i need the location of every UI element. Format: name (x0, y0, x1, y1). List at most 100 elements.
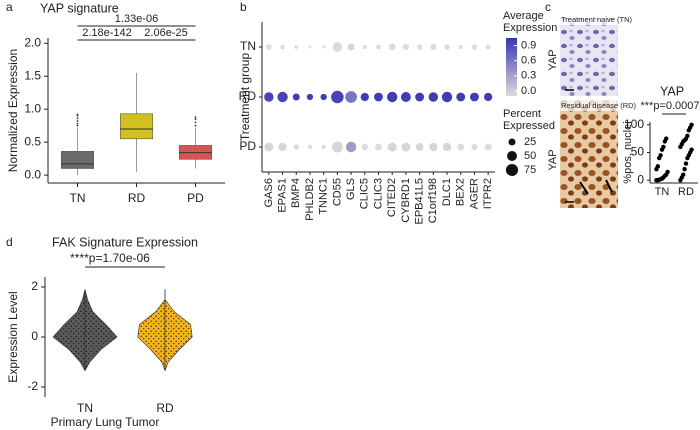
x-tick-label: CLIC5 (359, 178, 371, 209)
size-key-label: 25 (524, 136, 536, 148)
violin-points (85, 289, 117, 371)
annotation: ***p=0.0007 (640, 100, 699, 112)
x-tick-label: PHLDB2 (304, 178, 316, 221)
x-tick-label: CLIC3 (372, 178, 384, 209)
dot (441, 91, 453, 103)
stain-label: YAP (547, 49, 559, 70)
dot (387, 142, 397, 152)
legend-title: Expressed (503, 120, 555, 132)
caption-bg (560, 100, 618, 111)
y-tick-label: 100 (624, 117, 644, 131)
x-tick-label: BMP4 (290, 178, 302, 208)
comparison-label: 2.18e-142 (82, 27, 132, 39)
dot (345, 91, 357, 103)
caption-bg (560, 14, 618, 25)
x-tick-label: TN (70, 191, 86, 205)
comparison-label: 2.06e-25 (144, 27, 187, 39)
dot (264, 92, 274, 102)
dot (400, 92, 411, 102)
outlier (194, 121, 197, 124)
micrograph-tn (560, 18, 618, 96)
dot (361, 143, 368, 151)
x-tick-label: CD55 (331, 178, 343, 206)
dot (387, 91, 398, 103)
violin-points (165, 289, 193, 371)
dot (280, 44, 285, 50)
y-axis-label: Normalized Expression (6, 49, 20, 172)
y-axis-label: Treatment group (238, 53, 252, 142)
x-tick-label: TN (655, 186, 670, 198)
box (60, 151, 95, 169)
dot (401, 142, 411, 152)
dot (484, 143, 492, 151)
dot (428, 92, 439, 102)
y-tick-label: RD (239, 89, 257, 103)
annotation: ****p=1.70e-06 (70, 251, 150, 265)
y-tick-label: -2 (27, 379, 38, 393)
x-tick-label: BEX2 (455, 178, 467, 206)
point (665, 169, 670, 175)
dot (376, 44, 381, 50)
dot (375, 143, 382, 151)
stain-label: YAP (547, 149, 559, 170)
violin-points (53, 289, 85, 371)
colorbar-tick-label: 0.9 (521, 39, 536, 51)
dot (402, 43, 410, 51)
point (683, 161, 689, 166)
y-tick-label: 0.0 (24, 167, 41, 181)
legend-title: Percent (503, 108, 541, 120)
x-tick-label: TN (77, 401, 93, 415)
chart-title: YAP signature (40, 1, 119, 15)
y-tick-label: PD (239, 139, 256, 153)
point (689, 147, 694, 152)
outlier (194, 116, 197, 118)
dot (485, 44, 491, 50)
x-tick-label: ITPR2 (482, 178, 494, 209)
size-key-label: 75 (524, 164, 536, 176)
image-caption: Residual disease (RD) (561, 101, 637, 110)
chart-title: YAP (660, 84, 684, 98)
x-tick-label: CITED2 (386, 178, 398, 217)
dot (307, 144, 313, 150)
chart-title: FAK Signature Expression (52, 235, 198, 249)
x-tick-label: RD (128, 191, 146, 205)
dot (388, 43, 396, 51)
dot (322, 45, 326, 49)
point (655, 164, 660, 169)
outlier (76, 117, 79, 120)
dot (331, 90, 344, 104)
violin-points (137, 289, 165, 371)
x-axis-label: Primary Lung Tumor (51, 415, 160, 429)
dot (292, 93, 300, 101)
size-key-label: 50 (524, 150, 536, 162)
y-axis-label: Expression Level (6, 291, 20, 382)
outlier (76, 122, 79, 125)
x-tick-label: C1orf198 (427, 178, 439, 223)
dot (264, 142, 274, 152)
dot (442, 142, 452, 152)
panel-label: a (6, 0, 13, 14)
x-tick-label: EPAS1 (276, 178, 288, 213)
dot (458, 44, 463, 50)
dot (429, 142, 438, 152)
dot (277, 91, 288, 103)
outlier (194, 118, 197, 120)
dot (415, 92, 425, 102)
panel-label: c (545, 0, 551, 14)
dot (471, 143, 478, 151)
image-caption: Treatment naive (TN) (561, 15, 632, 24)
dot (415, 143, 424, 151)
colorbar-tick-label: 0.3 (521, 70, 536, 82)
dot (331, 141, 343, 153)
x-tick-label: DLC1 (441, 178, 453, 206)
dot (362, 44, 368, 50)
point (682, 166, 687, 172)
dot (360, 92, 369, 102)
y-tick-label: 2 (31, 279, 38, 293)
dot (308, 45, 312, 49)
colorbar-tick-label: 0.0 (521, 85, 536, 97)
x-tick-label: CYBRD1 (400, 178, 412, 223)
dot (374, 92, 383, 102)
dot (457, 143, 465, 151)
